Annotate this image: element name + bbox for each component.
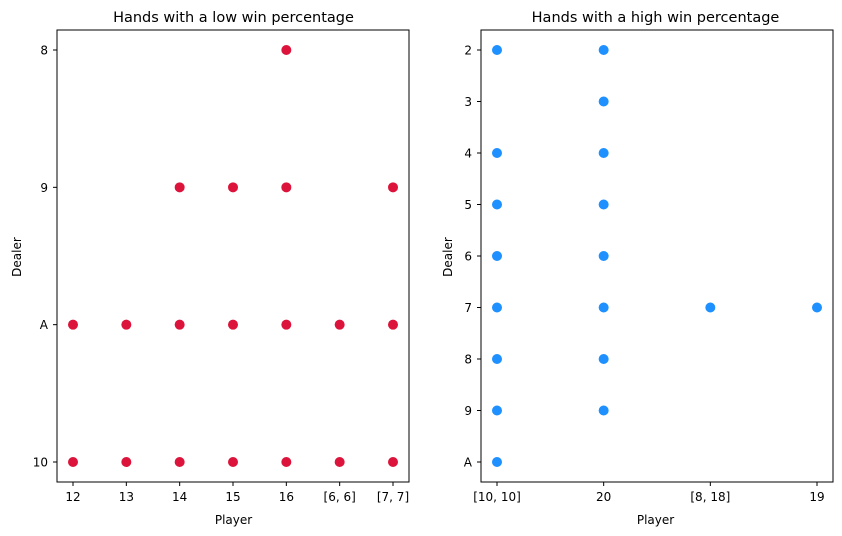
- high-win-data-point: [492, 457, 502, 467]
- high-win-y-tick-label: 5: [464, 198, 472, 212]
- low-win-data-point: [228, 457, 238, 467]
- low-win-data-point: [228, 182, 238, 193]
- high-win-data-point: [492, 405, 502, 416]
- low-win-x-tick-label: 12: [65, 490, 80, 504]
- low-win-data-point: [68, 457, 78, 467]
- high-win-data-point: [598, 96, 609, 107]
- high-win-data-point: [598, 251, 609, 261]
- low-win-data-point: [388, 457, 398, 467]
- low-win-x-tick-label: 14: [172, 490, 187, 504]
- low-win-points: [68, 45, 398, 467]
- low-win-data-point: [281, 45, 292, 55]
- low-win-data-point: [174, 182, 185, 193]
- high-win-y-axis-label: Dealer: [441, 237, 455, 277]
- high-win-data-point: [492, 45, 502, 55]
- high-win-data-point: [598, 199, 609, 210]
- low-win-data-point: [281, 457, 292, 467]
- high-win-y-tick-label: 6: [464, 250, 472, 264]
- high-win-x-tick-label: 20: [596, 490, 611, 504]
- low-win-y-tick-label: 9: [40, 181, 48, 195]
- high-win-data-point: [598, 45, 609, 55]
- low-win-data-point: [68, 319, 78, 330]
- low-win-data-point: [121, 457, 132, 467]
- high-win-y-tick-label: 4: [464, 147, 472, 161]
- high-win-data-point: [492, 199, 502, 210]
- low-win-y-tick-label: A: [40, 318, 49, 332]
- high-win-y-tick-label: 8: [464, 353, 472, 367]
- high-win-chart-title: Hands with a high win percentage: [532, 10, 780, 26]
- low-win-data-point: [334, 319, 345, 330]
- low-win-data-point: [174, 457, 185, 467]
- high-win-data-point: [598, 148, 609, 158]
- low-win-x-tick-label: 13: [119, 490, 134, 504]
- low-win-data-point: [228, 319, 238, 330]
- low-win-x-tick-label: 15: [225, 490, 240, 504]
- high-win-plot-frame: [480, 29, 834, 483]
- high-win-chart: Hands with a high win percentage Player …: [441, 10, 834, 527]
- low-win-x-axis-label: Player: [215, 513, 252, 527]
- high-win-points: [492, 45, 822, 467]
- high-win-data-point: [705, 302, 716, 313]
- high-win-data-point: [598, 405, 609, 416]
- high-win-x-axis-label: Player: [637, 513, 674, 527]
- high-win-y-tick-label: A: [464, 456, 473, 470]
- low-win-plot-frame: [56, 29, 410, 483]
- low-win-x-tick-label: [6, 6]: [324, 490, 356, 504]
- low-win-chart-title: Hands with a low win percentage: [113, 10, 354, 26]
- low-win-data-point: [281, 182, 292, 193]
- high-win-x-tick-label: [10, 10]: [473, 490, 521, 504]
- low-win-data-point: [388, 319, 398, 330]
- high-win-data-point: [492, 148, 502, 158]
- low-win-y-axis-label: Dealer: [10, 237, 24, 277]
- high-win-y-tick-label: 2: [464, 44, 472, 58]
- low-win-data-point: [334, 457, 345, 467]
- high-win-data-point: [492, 302, 502, 313]
- low-win-chart: Hands with a low win percentage Player D…: [10, 10, 410, 527]
- low-win-data-point: [281, 319, 292, 330]
- low-win-y-tick-label: 8: [40, 44, 48, 58]
- high-win-y-tick-label: 7: [464, 301, 472, 315]
- low-win-y-tick-label: 10: [33, 456, 48, 470]
- high-win-data-point: [812, 302, 822, 313]
- high-win-data-point: [492, 354, 502, 364]
- high-win-y-tick-label: 9: [464, 404, 472, 418]
- low-win-x-tick-label: 16: [279, 490, 294, 504]
- high-win-data-point: [598, 302, 609, 313]
- high-win-x-tick-label: 19: [809, 490, 824, 504]
- low-win-ticks: 12 13 14 15 16 [6, 6] [7, 7] 8 9 A 10: [33, 44, 409, 505]
- high-win-data-point: [492, 251, 502, 261]
- high-win-y-tick-label: 3: [464, 95, 472, 109]
- low-win-data-point: [121, 319, 132, 330]
- low-win-x-tick-label: [7, 7]: [377, 490, 409, 504]
- low-win-data-point: [174, 319, 185, 330]
- high-win-data-point: [598, 354, 609, 364]
- high-win-x-tick-label: [8, 18]: [690, 490, 730, 504]
- high-win-ticks: [10, 10] 20 [8, 18] 19 2 3 4 5 6 7 8 9 A: [464, 44, 825, 505]
- low-win-data-point: [388, 182, 398, 193]
